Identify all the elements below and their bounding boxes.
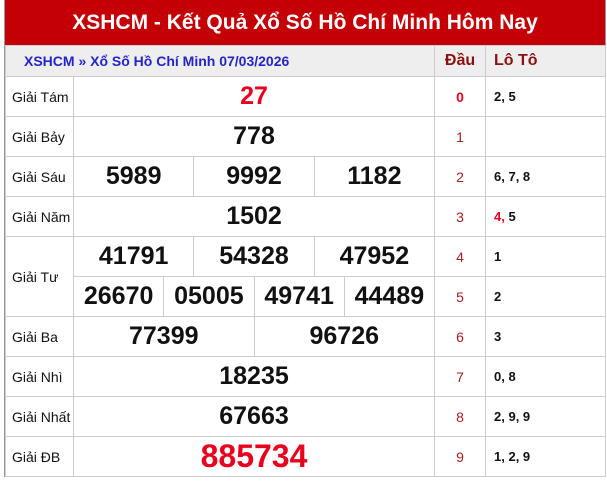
prize-number: 41791 (98, 242, 169, 270)
dau-digit: 3 (434, 196, 487, 237)
page-title: XSHCM - Kết Quả Xổ Số Hồ Chí Minh Hôm Na… (5, 0, 605, 45)
prize-number: 77399 (128, 322, 199, 350)
prize-number: 44489 (343, 277, 434, 316)
table-row: Giải Bảy 778 1 (5, 116, 607, 157)
loto-tail-text: 2, 5 (494, 89, 516, 104)
dau-digit: 5 (434, 276, 487, 317)
loto-tail-text: 2, 9, 9 (494, 409, 531, 424)
prize-numbers: 18235 (72, 356, 436, 397)
prize-number: 18235 (219, 362, 289, 390)
prize-label: Giải Nhất (5, 396, 74, 437)
dau-digit: 8 (434, 396, 487, 437)
prize-label: Giải Năm (5, 196, 74, 237)
loto-tail-text: 0, 8 (494, 369, 516, 384)
dau-digit: 4 (434, 236, 487, 277)
prize-number: 5989 (105, 162, 162, 190)
prize-label: Giải Tám (5, 76, 74, 117)
prize-numbers: 26670 05005 49741 44489 (72, 276, 436, 317)
prize-numbers: 27 (72, 76, 436, 117)
loto-tail (485, 116, 607, 157)
prize-number: 54328 (193, 237, 313, 276)
loto-tail: 2, 5 (485, 76, 607, 117)
prize-label: Giải Bảy (5, 116, 74, 157)
prize-label: Giải ĐB (5, 436, 74, 477)
table-row: Giải Nhất 67663 8 2, 9, 9 (5, 396, 607, 437)
loto-tail-text: 2 (494, 289, 502, 304)
prize-label: Giải Nhì (5, 356, 74, 397)
table-row: Giải Tám 27 0 2, 5 (5, 76, 607, 117)
dau-digit: 9 (434, 436, 487, 477)
loto-tail: 4, 5 (485, 196, 607, 237)
loto-tail-text: 6, 7, 8 (494, 169, 531, 184)
breadcrumb-link[interactable]: XSHCM » Xổ Số Hồ Chí Minh 07/03/2026 (4, 45, 436, 77)
loto-tail-text: 5 (504, 209, 516, 224)
loto-tail: 3 (485, 316, 607, 357)
dau-digit: 2 (434, 156, 487, 197)
dau-header: Đầu (434, 45, 487, 77)
prize-number: 885734 (200, 438, 308, 474)
loto-header: Lô Tô (485, 45, 607, 77)
loto-tail-highlight: 4, (494, 209, 505, 224)
prize-number: 9992 (193, 157, 313, 196)
results-widget: XSHCM - Kết Quả Xổ Số Hồ Chí Minh Hôm Na… (4, 0, 607, 477)
table-row: Giải ĐB 885734 9 1, 2, 9 (5, 436, 607, 477)
dau-digit: 7 (434, 356, 487, 397)
loto-tail-text: 3 (494, 329, 502, 344)
prize-number: 1182 (313, 157, 434, 196)
prize-numbers: 885734 (72, 436, 436, 477)
loto-tail: 0, 8 (485, 356, 607, 397)
table-row: 26670 05005 49741 44489 5 2 (6, 276, 607, 317)
prize-numbers: 1502 (72, 196, 436, 237)
dau-digit: 0 (434, 76, 487, 117)
loto-tail: 2 (485, 276, 607, 317)
prize-number: 05005 (163, 277, 253, 316)
loto-tail-text: 1, 2, 9 (494, 449, 531, 464)
prize-numbers: 77399 96726 (72, 316, 436, 357)
table-row: Giải Năm 1502 3 4, 5 (5, 196, 607, 237)
prize-number: 27 (240, 82, 268, 110)
prize-numbers: 67663 (72, 396, 436, 437)
prize-number: 47952 (313, 237, 434, 276)
table-row: Giải Ba 77399 96726 6 3 (5, 316, 607, 357)
loto-tail: 1, 2, 9 (485, 436, 607, 477)
loto-tail: 6, 7, 8 (485, 156, 607, 197)
prize-number: 49741 (253, 277, 344, 316)
loto-tail: 2, 9, 9 (485, 396, 607, 437)
results-table: XSHCM » Xổ Số Hồ Chí Minh 07/03/2026 Đầu… (4, 45, 607, 477)
prize-number: 26670 (83, 282, 154, 310)
dau-digit: 6 (434, 316, 487, 357)
table-row: Giải Sáu 5989 9992 1182 2 6, 7, 8 (5, 156, 607, 197)
table-row: Giải Tư 41791 54328 47952 4 1 (5, 236, 607, 317)
prize-label: Giải Sáu (5, 156, 74, 197)
prize-numbers: 41791 54328 47952 (72, 236, 436, 277)
prize-number: 96726 (253, 317, 435, 356)
prize-numbers: 778 (72, 116, 436, 157)
loto-tail: 1 (485, 236, 607, 277)
prize-number: 67663 (219, 402, 289, 430)
prize-number: 1502 (226, 202, 282, 230)
prize-numbers: 5989 9992 1182 (72, 156, 436, 197)
prize-number: 778 (233, 122, 275, 150)
prize-label: Giải Tư (5, 236, 74, 317)
dau-digit: 1 (434, 116, 487, 157)
table-row: Giải Nhì 18235 7 0, 8 (5, 356, 607, 397)
loto-tail-text: 1 (494, 249, 502, 264)
prize-label: Giải Ba (5, 316, 74, 357)
